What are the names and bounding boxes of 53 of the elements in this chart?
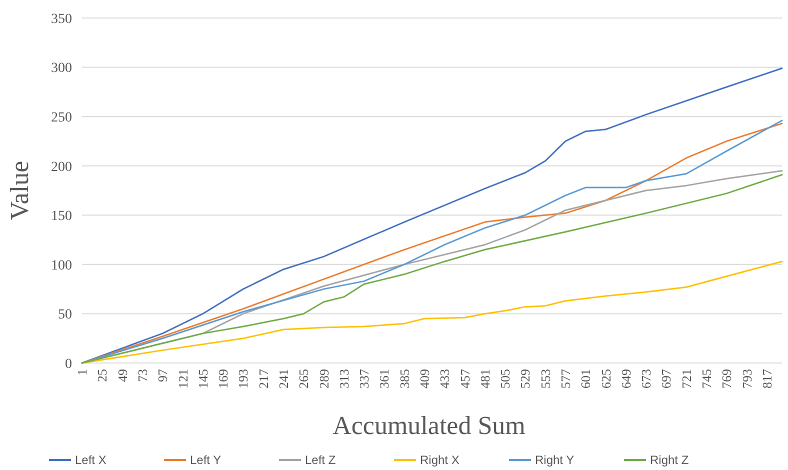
x-tick-label: 649	[618, 369, 634, 388]
legend-label: Left X	[75, 453, 106, 468]
x-tick-label: 217	[256, 368, 271, 388]
legend-label: Left Y	[190, 453, 222, 468]
x-tick-label: 169	[216, 369, 231, 388]
x-tick-label: 313	[336, 369, 352, 388]
x-tick-label: 553	[538, 369, 553, 388]
x-tick-label: 241	[276, 369, 291, 388]
legend-label: Right X	[420, 453, 460, 468]
x-tick-label: 697	[658, 368, 674, 388]
x-tick-label: 625	[598, 369, 614, 388]
x-tick-label: 409	[416, 369, 432, 388]
y-tick-label: 200	[51, 160, 72, 175]
x-tick-label: 601	[578, 369, 594, 388]
x-tick-label: 49	[114, 369, 130, 382]
x-tick-label: 769	[719, 369, 734, 388]
y-tick-label: 100	[51, 258, 72, 274]
x-tick-label: 1	[74, 369, 90, 376]
x-tick-label: 337	[356, 368, 372, 388]
y-tick-label: 350	[51, 12, 72, 27]
x-tick-label: 193	[236, 369, 251, 388]
x-tick-label: 265	[296, 369, 312, 388]
x-tick-label: 385	[396, 369, 412, 388]
x-tick-label: 97	[155, 368, 170, 382]
legend-label: Left Z	[305, 453, 336, 468]
x-tick-label: 793	[739, 369, 754, 388]
legend-label: Right Y	[535, 453, 574, 468]
line-series	[81, 68, 783, 364]
y-tick-label: 250	[51, 110, 72, 126]
y-tick-label: 300	[51, 61, 72, 76]
x-tick-label: 505	[498, 369, 513, 388]
y-tick-label: 0	[65, 356, 72, 372]
x-tick-label: 457	[457, 368, 472, 388]
x-tick-label: 145	[195, 369, 210, 388]
x-tick-label: 481	[477, 369, 492, 388]
legend-label: Right Z	[650, 453, 689, 468]
y-tick-label: 50	[58, 308, 72, 323]
x-tick-label: 745	[699, 369, 714, 388]
x-tick-label: 25	[94, 369, 110, 382]
x-tick-label: 577	[558, 368, 574, 388]
x-tick-label: 529	[518, 369, 533, 388]
x-tick-label: 433	[437, 369, 452, 388]
x-axis-title: Accumulated Sum	[332, 411, 526, 440]
x-tick-label: 73	[134, 369, 150, 382]
x-tick-label: 361	[376, 369, 392, 388]
x-tick-label: 289	[316, 369, 332, 388]
y-axis-title: Value	[5, 160, 34, 220]
x-tick-label: 121	[175, 369, 190, 388]
line-series	[81, 260, 783, 364]
x-tick-label: 817	[759, 368, 774, 388]
x-tick-label: 673	[638, 369, 654, 388]
y-tick-label: 150	[51, 209, 72, 224]
x-tick-label: 721	[678, 369, 694, 388]
